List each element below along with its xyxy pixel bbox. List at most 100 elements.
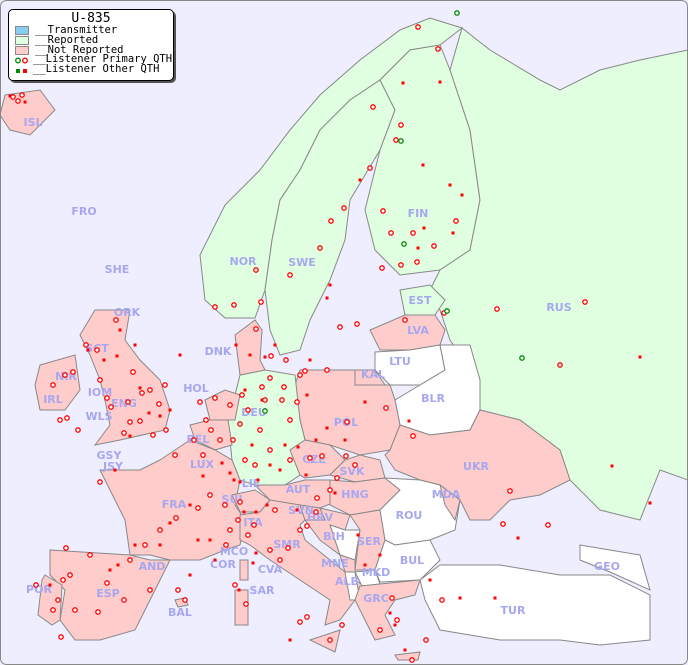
country-label-she: SHE [105, 263, 130, 276]
country-label-fra: FRA [162, 498, 187, 511]
listener-primary-marker [379, 265, 385, 271]
country-label-bih: BIH [323, 530, 345, 543]
country-sar [234, 589, 249, 626]
legend-label: __Reported [35, 33, 99, 46]
listener-primary-marker [227, 402, 233, 408]
listener-primary-reported-marker [398, 138, 404, 144]
listener-primary-marker [398, 262, 404, 268]
listener-primary-marker [235, 517, 241, 523]
listener-primary-reported-marker [454, 10, 460, 16]
country-label-bal: BAL [168, 606, 192, 619]
listener-primary-marker [398, 122, 404, 128]
listener-primary-marker [327, 487, 333, 493]
listener-primary-marker [127, 557, 133, 563]
listener-primary-marker [75, 427, 81, 433]
listener-other-marker [234, 343, 238, 347]
listener-primary-marker [314, 495, 320, 501]
listener-other-marker [102, 358, 106, 362]
listener-primary-marker [147, 587, 153, 593]
country-label-hol: HOL [183, 382, 209, 395]
listener-primary-marker [253, 267, 259, 273]
listener-primary-marker [453, 218, 459, 224]
listener-other-marker [325, 426, 329, 430]
listener-other-marker [493, 596, 497, 600]
listener-primary-marker [287, 457, 293, 463]
country-label-mne: MNE [321, 557, 349, 570]
listener-other-marker [158, 543, 162, 547]
listener-other-marker [250, 443, 254, 447]
listener-primary-marker [156, 401, 162, 407]
listener-primary-marker [137, 418, 143, 424]
listener-primary-marker [251, 522, 257, 528]
country-label-and: AND [139, 560, 166, 573]
listener-primary-marker [203, 417, 209, 423]
listener-other-marker [188, 503, 192, 507]
listener-primary-marker [582, 299, 588, 305]
listener-primary-marker [279, 397, 285, 403]
listener-other-marker [108, 568, 112, 572]
listener-primary-marker [393, 137, 399, 143]
listener-primary-marker [55, 597, 61, 603]
country-label-fin: FIN [408, 207, 429, 220]
listener-primary-reported-marker [444, 308, 450, 314]
listener-other-marker [8, 94, 12, 98]
listener-primary-marker [63, 545, 69, 551]
listener-other-marker [265, 503, 269, 507]
legend-primary-qth: __Listener Primary QTH [15, 54, 173, 65]
listener-primary-marker [212, 395, 218, 401]
listener-other-marker [178, 353, 182, 357]
country-esp [49, 549, 171, 641]
listener-other-marker [358, 178, 362, 182]
listener-other-marker [314, 438, 318, 442]
listener-other-marker [458, 596, 462, 600]
listener-primary-marker [147, 387, 153, 393]
listener-other-marker [356, 533, 360, 537]
listener-primary-marker [245, 532, 251, 538]
listener-primary-marker [285, 545, 291, 551]
listener-primary-marker [281, 384, 287, 390]
listener-primary-marker [97, 479, 103, 485]
legend-title: U-835 [71, 11, 111, 26]
listener-primary-marker [545, 522, 551, 528]
listener-primary-marker [94, 347, 100, 353]
listener-other-marker [133, 543, 137, 547]
listener-other-marker [278, 468, 282, 472]
listener-primary-marker [324, 367, 330, 373]
listener-primary-reported-marker [519, 355, 525, 361]
listener-primary-marker [195, 505, 201, 511]
listener-primary-marker [283, 357, 289, 363]
listener-primary-marker [307, 455, 313, 461]
listener-other-marker [196, 538, 200, 542]
country-label-wls: WLS [85, 410, 112, 423]
listener-primary-marker [277, 557, 283, 563]
listener-other-marker [288, 638, 292, 642]
country-label-hrv: HRV [307, 511, 334, 524]
country-cor [239, 559, 249, 581]
country-label-ukr: UKR [463, 460, 489, 473]
listener-other-marker [295, 508, 299, 512]
listener-primary-marker [162, 382, 168, 388]
listener-primary-marker [60, 577, 66, 583]
listener-other-marker [403, 648, 407, 652]
circle-marker-icon [15, 57, 29, 64]
country-label-kal: KAL [361, 368, 385, 381]
listener-primary-marker [253, 326, 259, 332]
country-dnk [234, 319, 266, 376]
country-isl [0, 89, 56, 136]
listener-other-marker [228, 471, 232, 475]
listener-other-marker [113, 468, 117, 472]
listener-primary-marker [367, 165, 373, 171]
listener-primary-marker [352, 462, 358, 468]
country-labels: ISL FRO SHE ORK NOR SWE FIN EST LVA LTU KAL BLR RUS D… [23, 116, 619, 619]
listener-primary-marker [370, 104, 376, 110]
listener-other-marker [283, 443, 287, 447]
listener-primary-marker [200, 452, 206, 458]
listener-primary-marker [237, 421, 243, 427]
country-label-mco: MCO [220, 545, 248, 558]
listener-primary-marker [304, 614, 310, 620]
listener-primary-marker [388, 230, 394, 236]
listener-other-marker [118, 328, 122, 332]
listener-primary-marker [354, 321, 360, 327]
country-label-gsy: GSY [97, 449, 123, 462]
country-label-mkd: MKD [362, 566, 391, 579]
